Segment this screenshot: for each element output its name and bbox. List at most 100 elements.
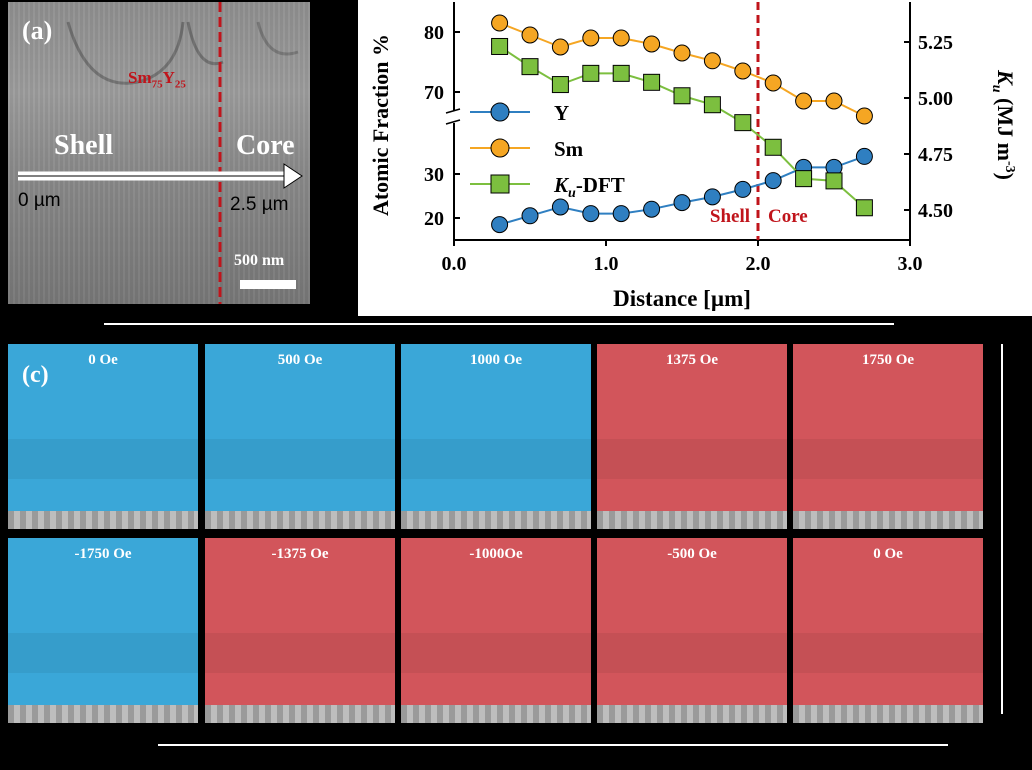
micrograph-texture bbox=[8, 2, 310, 304]
axis-break-mark-1 bbox=[445, 108, 461, 114]
data-point-k bbox=[582, 64, 600, 82]
data-point-k bbox=[703, 96, 721, 114]
y-right-tick-label: 5.25 bbox=[918, 32, 953, 54]
domain-image-tile: 0 Oe bbox=[793, 538, 983, 723]
data-point-y bbox=[582, 205, 600, 223]
data-point-y bbox=[521, 207, 539, 225]
panel-a-label: (a) bbox=[22, 16, 53, 45]
data-point-y bbox=[764, 172, 782, 190]
legend-marker-k bbox=[490, 174, 510, 194]
tile-substrate bbox=[8, 511, 198, 529]
y-left-tick-label: 20 bbox=[424, 208, 444, 230]
y-right-tick-label: 5.00 bbox=[918, 88, 953, 110]
data-point-sm bbox=[825, 92, 843, 110]
tile-band bbox=[793, 439, 983, 479]
chart-svg: 0.0 1.0 2.0 3.0 20 30 70 80 4.50 4.75 5.00 5.25 Dist… bbox=[368, 2, 1018, 311]
legend-marker-y bbox=[490, 102, 510, 122]
tile-band bbox=[205, 633, 395, 673]
field-label: -1000Oe bbox=[469, 546, 523, 562]
divider-core-label: Core bbox=[768, 206, 808, 227]
field-label: 500 Oe bbox=[277, 352, 323, 368]
phase-sub1: 75 bbox=[151, 78, 163, 91]
top-arrow bbox=[104, 323, 894, 325]
data-point-k bbox=[825, 172, 843, 190]
tile-band bbox=[597, 439, 787, 479]
domain-image-tile: -1000Oe bbox=[401, 538, 591, 723]
data-point-k bbox=[521, 58, 539, 76]
legend-label-y: Y bbox=[554, 101, 569, 125]
tile-substrate bbox=[793, 511, 983, 529]
domain-image-tile: 1750 Oe bbox=[793, 344, 983, 529]
data-point-y bbox=[855, 147, 873, 165]
data-point-k bbox=[764, 138, 782, 156]
y-left-tick-label: 70 bbox=[424, 82, 444, 104]
tile-band bbox=[205, 439, 395, 479]
data-point-sm bbox=[795, 92, 813, 110]
phase-label: Sm75Y25 bbox=[128, 68, 186, 90]
tile-substrate bbox=[401, 511, 591, 529]
domain-image-tile: 1375 Oe bbox=[597, 344, 787, 529]
field-label: -1750 Oe bbox=[74, 546, 132, 562]
domain-image-tile: 500 Oe bbox=[205, 344, 395, 529]
y-left-tick-label: 80 bbox=[424, 22, 444, 44]
field-label: 1000 Oe bbox=[469, 352, 523, 368]
data-point-y bbox=[612, 205, 630, 223]
phase-prefix: Sm bbox=[128, 68, 152, 87]
data-point-sm bbox=[673, 44, 691, 62]
right-arrow bbox=[1001, 344, 1003, 714]
domain-image-tile: 0 Oe bbox=[8, 344, 198, 529]
data-point-sm bbox=[491, 14, 509, 32]
tile-substrate bbox=[597, 511, 787, 529]
y-left-tick-label: 30 bbox=[424, 164, 444, 186]
end-position: 2.5 µm bbox=[230, 194, 289, 215]
y-right-tick-label: 4.50 bbox=[918, 200, 953, 222]
tile-band bbox=[597, 633, 787, 673]
x-axis-label: Distance [µm] bbox=[613, 286, 751, 311]
start-position: 0 µm bbox=[18, 190, 61, 211]
x-tick-label: 3.0 bbox=[898, 253, 923, 275]
data-point-y bbox=[551, 198, 569, 216]
data-point-k bbox=[673, 87, 691, 105]
tile-band bbox=[793, 633, 983, 673]
legend-label-k: Ku-DFT bbox=[553, 173, 625, 201]
domain-image-tile: -1750 Oe bbox=[8, 538, 198, 723]
tile-band bbox=[401, 633, 591, 673]
data-point-y bbox=[703, 188, 721, 206]
field-label: -1375 Oe bbox=[271, 546, 329, 562]
data-point-sm bbox=[612, 29, 630, 47]
y-right-axis-label: Ku (MJ m-3) bbox=[989, 69, 1018, 180]
data-point-sm bbox=[551, 38, 569, 56]
micrograph-overlay bbox=[18, 2, 303, 304]
field-label: 1375 Oe bbox=[665, 352, 719, 368]
data-point-k bbox=[795, 170, 813, 188]
data-point-k bbox=[612, 64, 630, 82]
tile-substrate bbox=[793, 705, 983, 723]
field-label: 1750 Oe bbox=[861, 352, 915, 368]
y-left-axis-label: Atomic Fraction % bbox=[368, 34, 393, 216]
tile-band bbox=[8, 439, 198, 479]
data-point-y bbox=[734, 180, 752, 198]
legend-label-sm: Sm bbox=[554, 137, 584, 161]
x-tick-label: 1.0 bbox=[594, 253, 619, 275]
tile-substrate bbox=[8, 705, 198, 723]
tile-substrate bbox=[401, 705, 591, 723]
shell-label: Shell bbox=[54, 130, 114, 161]
tile-band bbox=[8, 633, 198, 673]
micrograph-panel: (a) Sm75Y25 Shell Core 0 µm 2.5 µm 500 n… bbox=[8, 2, 310, 304]
field-label: 0 Oe bbox=[873, 546, 903, 562]
phase-sub2: 25 bbox=[174, 78, 186, 91]
x-tick-label: 2.0 bbox=[746, 253, 771, 275]
domain-image-tile: 1000 Oe bbox=[401, 344, 591, 529]
data-point-sm bbox=[734, 62, 752, 80]
panel-c-label: (c) bbox=[22, 362, 49, 388]
x-tick-label: 0.0 bbox=[442, 253, 467, 275]
field-label: 0 Oe bbox=[88, 352, 118, 368]
domain-image-grid: 0 Oe 500 Oe 1000 Oe 1375 Oe 1750 Oe -1750 Oe -… bbox=[0, 320, 1032, 770]
data-point-sm bbox=[764, 74, 782, 92]
bottom-arrow bbox=[158, 744, 948, 746]
composition-chart: 0.0 1.0 2.0 3.0 20 30 70 80 4.50 4.75 5.00 5.25 Dist… bbox=[358, 0, 1032, 316]
scale-bar-label: 500 nm bbox=[234, 252, 285, 269]
data-point-sm bbox=[703, 52, 721, 70]
data-point-sm bbox=[521, 26, 539, 44]
domain-image-tile: -500 Oe bbox=[597, 538, 787, 723]
